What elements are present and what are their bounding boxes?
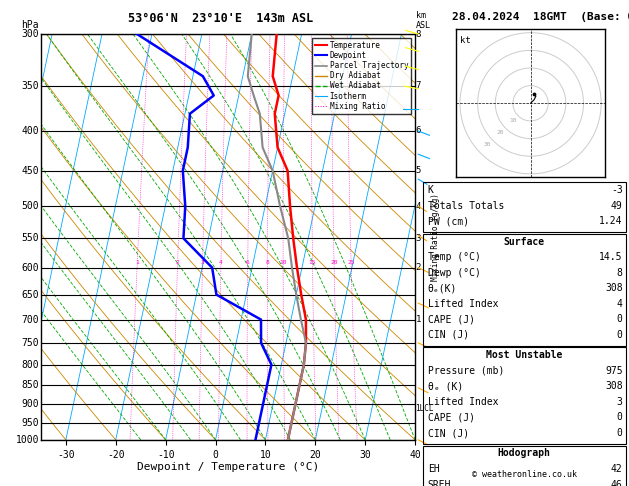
Text: 650: 650 [21,290,39,300]
Text: 15: 15 [309,260,316,265]
Text: 14.5: 14.5 [599,252,623,262]
Text: 0: 0 [617,330,623,340]
Text: 1: 1 [135,260,139,265]
Text: 700: 700 [21,314,39,325]
Text: 1: 1 [416,315,421,324]
Text: θₑ(K): θₑ(K) [428,283,457,293]
Text: 550: 550 [21,233,39,243]
Text: 6: 6 [246,260,250,265]
Text: 46: 46 [611,480,623,486]
Legend: Temperature, Dewpoint, Parcel Trajectory, Dry Adiabat, Wet Adiabat, Isotherm, Mi: Temperature, Dewpoint, Parcel Trajectory… [312,38,411,114]
Text: 0: 0 [617,428,623,438]
Text: 750: 750 [21,338,39,348]
Text: 0: 0 [617,314,623,324]
Text: 450: 450 [21,166,39,175]
Text: 4: 4 [416,202,421,211]
Text: 42: 42 [611,464,623,474]
Text: 975: 975 [605,366,623,376]
Text: 3: 3 [617,397,623,407]
Text: CIN (J): CIN (J) [428,330,469,340]
Text: 900: 900 [21,399,39,409]
Text: 3: 3 [416,234,421,243]
Text: 4: 4 [617,299,623,309]
Text: 20: 20 [496,130,504,135]
Text: 20: 20 [330,260,338,265]
Text: 5: 5 [416,166,421,175]
Text: 500: 500 [21,201,39,211]
Text: 308: 308 [605,382,623,391]
Text: © weatheronline.co.uk: © weatheronline.co.uk [472,469,577,479]
Text: 4: 4 [219,260,223,265]
Text: 950: 950 [21,417,39,428]
Text: 800: 800 [21,360,39,370]
Text: hPa: hPa [21,20,39,30]
Text: Surface: Surface [504,237,545,246]
Text: CIN (J): CIN (J) [428,428,469,438]
Text: 850: 850 [21,380,39,390]
Text: Totals Totals: Totals Totals [428,201,504,210]
Text: CAPE (J): CAPE (J) [428,413,475,422]
Text: 49: 49 [611,201,623,210]
Text: 350: 350 [21,81,39,91]
Text: Lifted Index: Lifted Index [428,397,498,407]
Text: PW (cm): PW (cm) [428,216,469,226]
Text: K: K [428,185,433,195]
Text: 600: 600 [21,262,39,273]
Text: kt: kt [460,36,470,45]
Text: 0: 0 [617,413,623,422]
Text: km
ASL: km ASL [416,11,430,30]
Text: 1000: 1000 [16,435,39,445]
Text: CAPE (J): CAPE (J) [428,314,475,324]
Text: Hodograph: Hodograph [498,449,551,458]
Text: 2: 2 [416,263,421,272]
Text: 300: 300 [21,29,39,39]
Text: Mixing Ratio (g/kg): Mixing Ratio (g/kg) [431,193,440,281]
Text: 1LCL: 1LCL [416,403,434,413]
Text: -3: -3 [611,185,623,195]
Text: θₑ (K): θₑ (K) [428,382,463,391]
Text: 1.24: 1.24 [599,216,623,226]
Text: 6: 6 [416,126,421,136]
Text: 30: 30 [484,142,491,147]
Text: 28.04.2024  18GMT  (Base: 00): 28.04.2024 18GMT (Base: 00) [452,12,629,22]
Text: 7: 7 [416,82,421,90]
Text: 8: 8 [265,260,269,265]
Text: Temp (°C): Temp (°C) [428,252,481,262]
Text: Pressure (mb): Pressure (mb) [428,366,504,376]
Text: EH: EH [428,464,440,474]
Text: 2: 2 [175,260,179,265]
Text: Dewp (°C): Dewp (°C) [428,268,481,278]
Text: SREH: SREH [428,480,451,486]
Text: 8: 8 [416,30,421,38]
Text: 25: 25 [347,260,355,265]
X-axis label: Dewpoint / Temperature (°C): Dewpoint / Temperature (°C) [137,462,319,472]
Text: Most Unstable: Most Unstable [486,350,562,360]
Text: 10: 10 [279,260,287,265]
Text: 10: 10 [509,118,516,122]
Text: 400: 400 [21,126,39,136]
Text: 3: 3 [201,260,204,265]
Text: 308: 308 [605,283,623,293]
Text: 53°06'N  23°10'E  143m ASL: 53°06'N 23°10'E 143m ASL [128,12,313,25]
Text: Lifted Index: Lifted Index [428,299,498,309]
Text: 8: 8 [617,268,623,278]
